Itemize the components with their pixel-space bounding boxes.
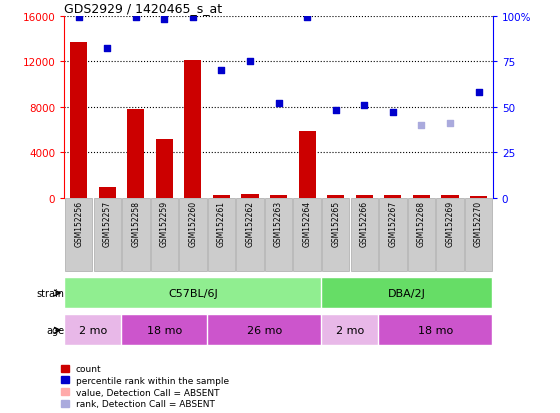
FancyBboxPatch shape	[65, 278, 321, 308]
Point	[188, 15, 198, 21]
Text: GSM152264: GSM152264	[302, 200, 312, 247]
FancyBboxPatch shape	[265, 199, 292, 272]
FancyBboxPatch shape	[465, 199, 492, 272]
Point	[474, 90, 483, 96]
FancyBboxPatch shape	[94, 199, 121, 272]
Point	[245, 59, 254, 65]
Text: GSM152266: GSM152266	[360, 200, 369, 247]
Point	[302, 15, 311, 21]
Point	[274, 100, 283, 107]
Bar	[127, 109, 144, 198]
FancyBboxPatch shape	[65, 316, 121, 345]
Point	[217, 68, 226, 74]
FancyBboxPatch shape	[379, 199, 407, 272]
Text: 26 mo: 26 mo	[247, 325, 282, 335]
Point	[103, 46, 112, 52]
FancyBboxPatch shape	[208, 316, 321, 345]
FancyBboxPatch shape	[208, 199, 235, 272]
Text: GSM152257: GSM152257	[102, 200, 112, 247]
Point	[160, 17, 169, 24]
Text: GSM152260: GSM152260	[188, 200, 198, 247]
Text: DBA/2J: DBA/2J	[388, 288, 426, 298]
Text: GSM152265: GSM152265	[331, 200, 340, 247]
FancyBboxPatch shape	[65, 199, 92, 272]
Legend: count, percentile rank within the sample, value, Detection Call = ABSENT, rank, : count, percentile rank within the sample…	[60, 365, 229, 408]
Bar	[298, 131, 316, 198]
FancyBboxPatch shape	[408, 199, 435, 272]
FancyBboxPatch shape	[379, 316, 492, 345]
FancyBboxPatch shape	[322, 316, 378, 345]
Text: GSM152259: GSM152259	[160, 200, 169, 247]
Bar	[327, 196, 344, 198]
FancyBboxPatch shape	[351, 199, 378, 272]
Text: GDS2929 / 1420465_s_at: GDS2929 / 1420465_s_at	[64, 2, 222, 15]
Bar	[156, 139, 173, 198]
Point	[446, 121, 455, 127]
FancyBboxPatch shape	[293, 199, 321, 272]
Point	[360, 102, 368, 109]
Point	[417, 122, 426, 129]
Text: GSM152258: GSM152258	[131, 200, 141, 247]
Point	[388, 109, 397, 116]
Text: GSM152262: GSM152262	[245, 200, 255, 247]
Point	[331, 108, 340, 114]
Text: GSM152270: GSM152270	[474, 200, 483, 247]
FancyBboxPatch shape	[122, 316, 207, 345]
FancyBboxPatch shape	[236, 199, 264, 272]
Bar	[184, 61, 202, 198]
Text: GSM152261: GSM152261	[217, 200, 226, 247]
Text: C57BL/6J: C57BL/6J	[168, 288, 218, 298]
FancyBboxPatch shape	[322, 278, 492, 308]
Text: GSM152268: GSM152268	[417, 200, 426, 247]
FancyBboxPatch shape	[179, 199, 207, 272]
Bar	[213, 196, 230, 198]
Point	[131, 15, 140, 21]
FancyBboxPatch shape	[322, 199, 349, 272]
Point	[74, 15, 83, 21]
Text: 18 mo: 18 mo	[147, 325, 182, 335]
FancyBboxPatch shape	[151, 199, 178, 272]
Text: 2 mo: 2 mo	[336, 325, 364, 335]
Text: GSM152269: GSM152269	[445, 200, 455, 247]
Bar	[99, 188, 116, 198]
Bar	[356, 196, 373, 198]
Text: age: age	[46, 325, 65, 335]
Bar	[441, 196, 459, 198]
Text: 18 mo: 18 mo	[418, 325, 453, 335]
FancyBboxPatch shape	[436, 199, 464, 272]
Bar	[470, 196, 487, 198]
Bar	[70, 43, 87, 198]
Text: GSM152256: GSM152256	[74, 200, 83, 247]
Text: GSM152263: GSM152263	[274, 200, 283, 247]
Text: strain: strain	[37, 288, 65, 298]
FancyBboxPatch shape	[122, 199, 150, 272]
Bar	[384, 196, 402, 198]
Bar	[270, 195, 287, 198]
Text: GSM152267: GSM152267	[388, 200, 398, 247]
Bar	[241, 194, 259, 198]
Text: 2 mo: 2 mo	[79, 325, 107, 335]
Bar	[413, 196, 430, 198]
